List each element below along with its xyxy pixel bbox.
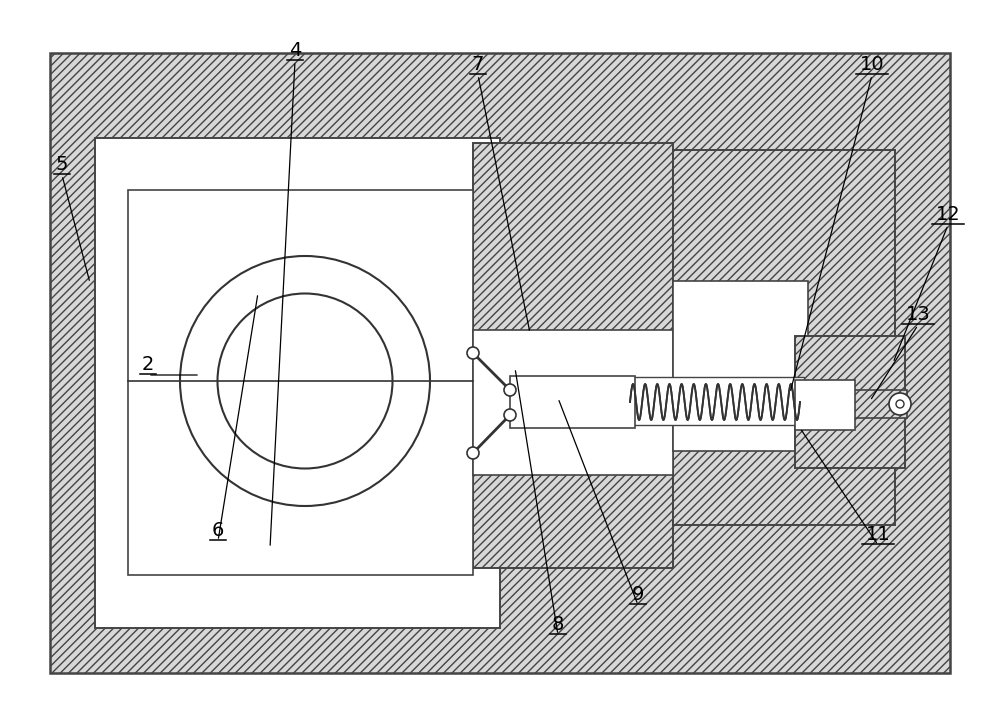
Circle shape — [896, 400, 904, 408]
Text: 6: 6 — [212, 521, 224, 541]
Ellipse shape — [218, 294, 392, 469]
Circle shape — [504, 409, 516, 421]
Circle shape — [889, 393, 911, 415]
Text: 7: 7 — [472, 56, 484, 74]
Bar — [50, 53, 950, 673]
Bar — [626, 377, 804, 425]
Bar — [473, 330, 673, 475]
Bar — [673, 281, 808, 451]
Circle shape — [467, 347, 479, 359]
Text: 2: 2 — [142, 356, 154, 375]
Ellipse shape — [180, 256, 430, 506]
Text: 13: 13 — [906, 306, 930, 325]
Bar — [673, 150, 895, 525]
Text: 11: 11 — [866, 526, 890, 544]
Text: 10: 10 — [860, 56, 884, 74]
Bar — [95, 138, 500, 628]
Text: 4: 4 — [289, 41, 301, 61]
Bar — [510, 376, 635, 428]
Text: 12: 12 — [936, 205, 960, 225]
Circle shape — [504, 384, 516, 396]
Text: 8: 8 — [552, 615, 564, 635]
Text: 5: 5 — [56, 155, 68, 174]
Bar — [473, 143, 673, 568]
Bar — [795, 380, 855, 430]
Bar — [852, 390, 907, 418]
Text: 9: 9 — [632, 586, 644, 604]
Circle shape — [467, 447, 479, 459]
Bar — [128, 190, 473, 575]
Bar — [795, 336, 905, 468]
